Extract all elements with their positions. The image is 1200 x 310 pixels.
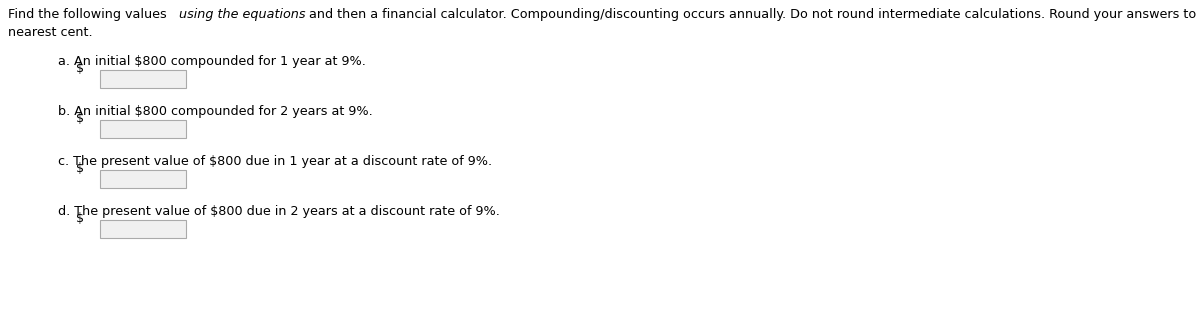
- Text: a. An initial $800 compounded for 1 year at 9%.: a. An initial $800 compounded for 1 year…: [58, 55, 366, 68]
- Text: nearest cent.: nearest cent.: [8, 26, 92, 39]
- Text: $: $: [76, 162, 84, 175]
- FancyBboxPatch shape: [100, 170, 186, 188]
- Text: c. The present value of $800 due in 1 year at a discount rate of 9%.: c. The present value of $800 due in 1 ye…: [58, 155, 492, 168]
- Text: Find the following values: Find the following values: [8, 8, 170, 21]
- FancyBboxPatch shape: [100, 220, 186, 238]
- Text: $: $: [76, 63, 84, 76]
- Text: and then a financial calculator. Compounding/discounting occurs annually. Do not: and then a financial calculator. Compoun…: [305, 8, 1200, 21]
- Text: d. The present value of $800 due in 2 years at a discount rate of 9%.: d. The present value of $800 due in 2 ye…: [58, 205, 499, 218]
- FancyBboxPatch shape: [100, 120, 186, 138]
- FancyBboxPatch shape: [100, 70, 186, 88]
- Text: $: $: [76, 212, 84, 225]
- Text: b. An initial $800 compounded for 2 years at 9%.: b. An initial $800 compounded for 2 year…: [58, 105, 372, 118]
- Text: $: $: [76, 113, 84, 126]
- Text: using the equations: using the equations: [179, 8, 305, 21]
